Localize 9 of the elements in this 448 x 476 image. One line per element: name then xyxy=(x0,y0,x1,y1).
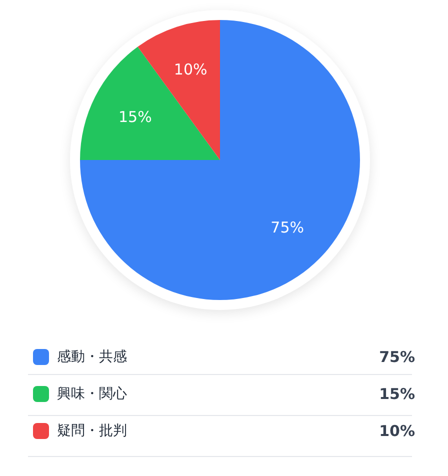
legend-label: 疑問・批判 xyxy=(57,423,127,439)
data-label: 75% xyxy=(270,218,304,236)
legend-label: 感動・共感 xyxy=(57,349,127,365)
data-label: 10% xyxy=(174,60,208,78)
text: 15% xyxy=(379,385,415,403)
text: 75% xyxy=(379,348,415,366)
legend-label: 興味・関心 xyxy=(57,386,127,402)
text: 10% xyxy=(379,422,415,440)
data-label: 15% xyxy=(118,108,152,126)
